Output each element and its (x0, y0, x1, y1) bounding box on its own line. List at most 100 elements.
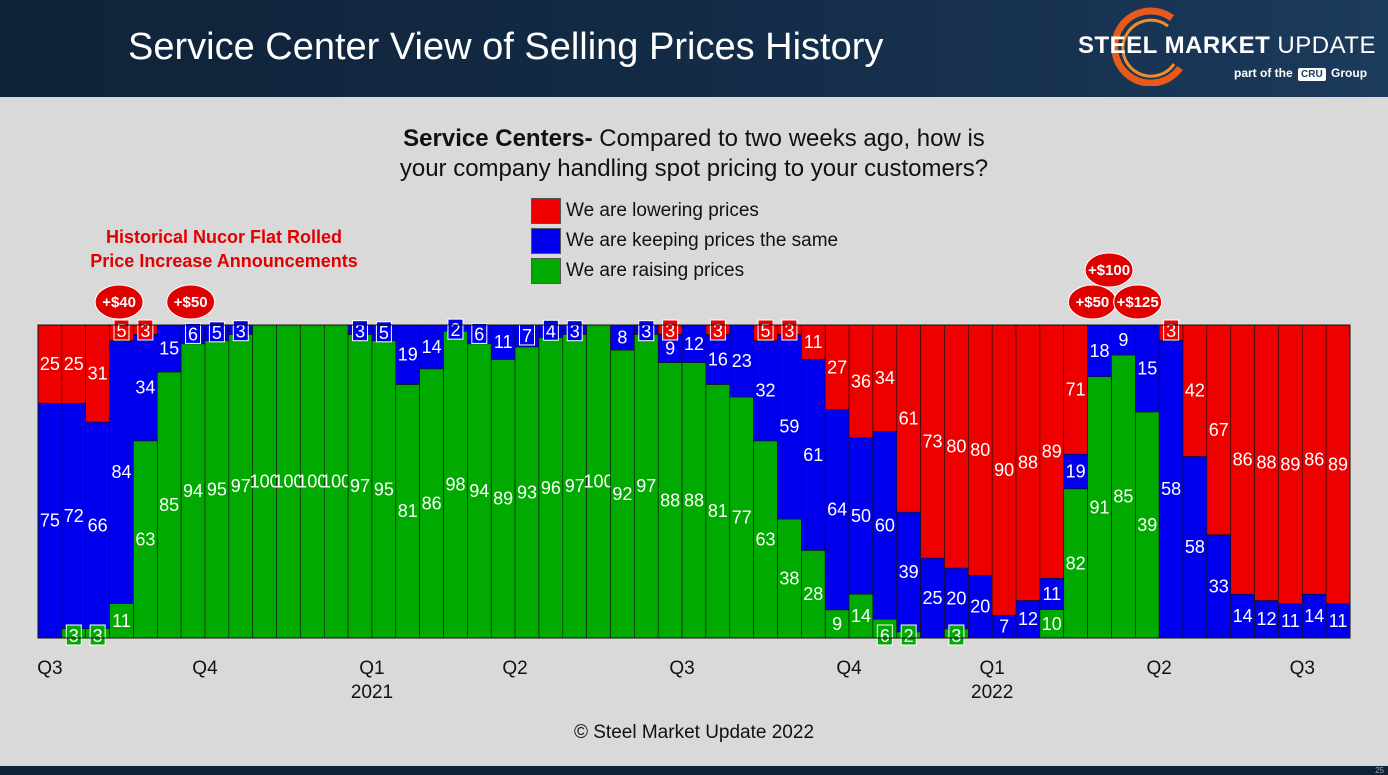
label-lowering: 89 (1328, 454, 1348, 474)
label-same: 11 (1042, 584, 1061, 604)
label-raising-box (948, 624, 965, 646)
label-raising: 85 (1113, 486, 1133, 506)
label-same: 7 (999, 617, 1009, 637)
label-lowering: 88 (1018, 453, 1038, 473)
label-lowering: 3 (713, 321, 723, 341)
label-raising: 96 (541, 478, 561, 498)
label-same: 66 (88, 515, 108, 535)
label-same: 84 (111, 462, 131, 482)
label-same: 11 (1281, 611, 1300, 631)
legend-label-raising: We are raising prices (566, 260, 745, 281)
legend-swatch-green (531, 258, 561, 284)
label-same-box (232, 320, 249, 342)
label-same: 58 (1161, 479, 1181, 499)
page-title: Service Center View of Selling Prices Hi… (128, 26, 884, 68)
label-raising: 28 (803, 584, 823, 604)
label-lowering: 11 (804, 332, 823, 352)
announcement-badge (94, 284, 144, 320)
label-raising-box (900, 624, 917, 646)
label-raising: 86 (422, 493, 442, 513)
label-raising: 94 (183, 481, 203, 501)
label-lowering: 73 (923, 432, 943, 452)
label-raising: 94 (469, 481, 489, 501)
label-lowering: 3 (784, 321, 794, 341)
label-lowering: 80 (946, 437, 966, 457)
question-line2: your company handling spot pricing to yo… (399, 155, 989, 182)
label-same: 15 (159, 338, 179, 358)
label-same: 20 (946, 588, 966, 608)
label-raising-box (89, 624, 106, 646)
label-same-box (375, 321, 392, 343)
x-tick-label: Q1 (980, 658, 1005, 679)
x-tick-label: Q4 (192, 658, 218, 679)
copyright: © Steel Market Update 2022 (573, 722, 815, 743)
label-same: 58 (1185, 537, 1205, 557)
label-raising: 100 (297, 472, 327, 492)
label-lowering: 3 (1166, 321, 1176, 341)
logo-text: STEEL MARKET UPDATE (1078, 32, 1376, 60)
label-same-box (638, 320, 655, 342)
label-raising: 85 (159, 495, 179, 515)
announcement-label: +$50 (1075, 294, 1109, 311)
header-bar: Service Center View of Selling Prices Hi… (0, 0, 1388, 97)
label-raising: 91 (1090, 497, 1110, 517)
label-raising: 3 (69, 626, 79, 646)
label-raising: 100 (250, 472, 280, 492)
label-same: 25 (923, 588, 943, 608)
label-raising: 82 (1066, 553, 1086, 573)
label-same: 7 (522, 326, 532, 346)
label-same-box (208, 321, 225, 343)
label-raising: 88 (684, 490, 704, 510)
label-lowering: 89 (1280, 454, 1300, 474)
label-same: 23 (732, 351, 752, 371)
legend-swatch-red (531, 198, 561, 224)
label-raising: 100 (584, 472, 614, 492)
label-lowering: 90 (994, 460, 1014, 480)
label-same: 39 (899, 562, 919, 582)
label-same: 64 (827, 500, 847, 520)
legend-swatch-blue (531, 228, 561, 254)
historical-line1: Historical Nucor Flat Rolled (105, 227, 343, 247)
label-lowering: 86 (1304, 450, 1324, 470)
label-raising: 6 (880, 626, 890, 646)
label-lowering: 88 (1256, 453, 1276, 473)
label-raising: 77 (732, 507, 752, 527)
label-same: 3 (570, 322, 580, 342)
label-raising: 89 (493, 489, 513, 509)
label-same: 12 (1256, 609, 1276, 629)
label-same: 3 (641, 322, 651, 342)
label-raising: 97 (231, 476, 251, 496)
x-tick-label: Q2 (1146, 658, 1171, 679)
label-raising: 92 (612, 484, 632, 504)
label-same: 5 (379, 323, 389, 343)
label-same: 75 (40, 511, 60, 531)
bottom-bar (0, 766, 1388, 775)
label-raising: 95 (207, 479, 227, 499)
x-tick-label: Q4 (836, 658, 862, 679)
label-same: 3 (236, 322, 246, 342)
label-same: 6 (474, 324, 484, 344)
label-lowering: 3 (140, 321, 150, 341)
label-same: 19 (1066, 461, 1086, 481)
label-lowering: 61 (899, 409, 919, 429)
label-same: 50 (851, 506, 871, 526)
label-raising: 63 (756, 529, 776, 549)
logo-bold: STEEL MARKET (1078, 32, 1271, 59)
label-lowering: 86 (1233, 450, 1253, 470)
label-same: 19 (398, 345, 418, 365)
x-tick-label: Q1 (359, 658, 384, 679)
label-raising: 98 (445, 475, 465, 495)
label-same: 14 (1304, 606, 1324, 626)
logo-sub-prefix: part of the (1234, 66, 1293, 80)
label-raising: 9 (832, 614, 842, 634)
label-same: 33 (1209, 576, 1229, 596)
label-raising: 2 (904, 626, 914, 646)
label-same: 16 (708, 349, 728, 369)
x-tick-label: Q2 (502, 658, 527, 679)
label-same: 18 (1090, 341, 1110, 361)
label-raising-box (65, 624, 82, 646)
label-same: 12 (684, 334, 704, 354)
label-raising: 3 (951, 626, 961, 646)
label-same: 32 (756, 381, 776, 401)
